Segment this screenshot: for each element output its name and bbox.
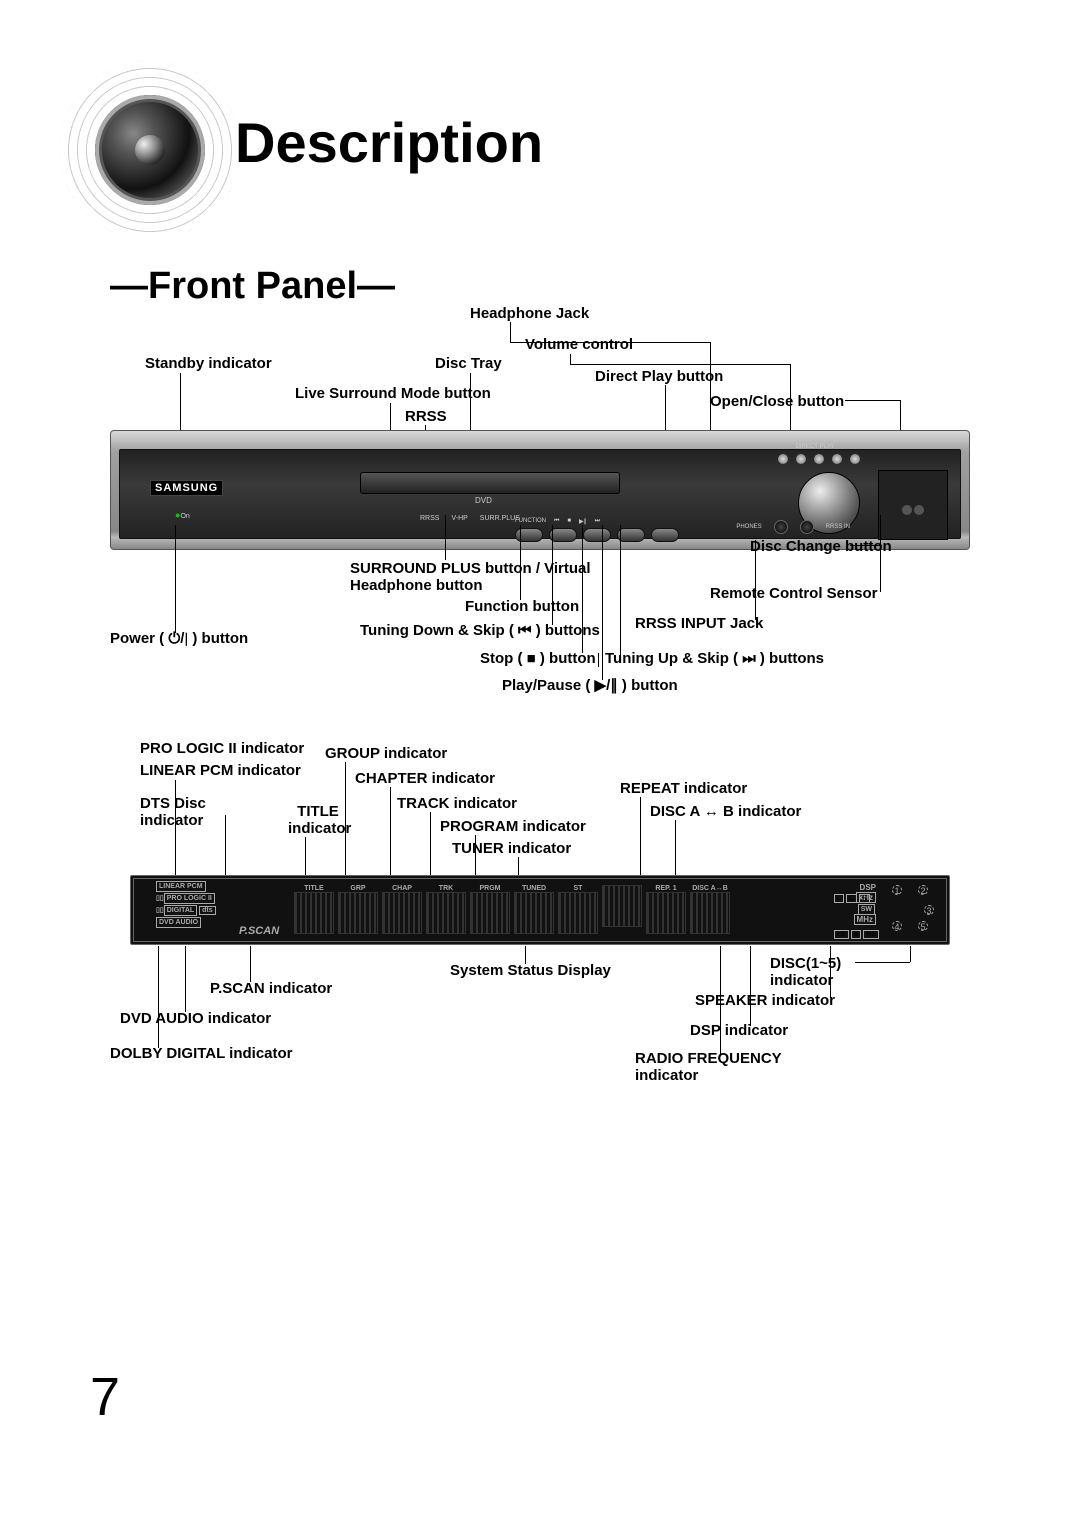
control-buttons xyxy=(515,528,679,542)
callout-open-close: Open/Close button xyxy=(710,393,844,410)
brand-label: SAMSUNG xyxy=(150,480,223,496)
power-led: ●On xyxy=(175,510,190,520)
disc-tray xyxy=(360,472,620,494)
callout-stop: Stop ( ■ ) button xyxy=(480,650,596,667)
front-panel-diagram: Standby indicator Disc Tray Headphone Ja… xyxy=(110,300,970,700)
callout-standby: Standby indicator xyxy=(145,355,272,372)
direct-play-label: DIRECT PLAY xyxy=(770,444,860,450)
callout-disc-tray: Disc Tray xyxy=(435,355,502,372)
callout-prologic: PRO LOGIC II indicator xyxy=(140,740,304,757)
page-title: Description xyxy=(235,110,543,175)
pscan-label: P.SCAN xyxy=(239,925,279,937)
callout-pscan: P.SCAN indicator xyxy=(210,980,332,997)
callout-linearpcm: LINEAR PCM indicator xyxy=(140,762,301,779)
callout-tuner: TUNER indicator xyxy=(452,840,571,857)
direct-play-buttons xyxy=(778,454,860,464)
button-labels: FUNCTION ⏮ ■ ▶∥ ⏭ xyxy=(515,518,600,525)
callout-group: GROUP indicator xyxy=(325,745,447,762)
callout-title: TITLE indicator xyxy=(288,803,348,838)
jack-row: PHONES RRSS IN xyxy=(736,520,850,534)
segment-columns: TITLE GRP CHAP TRK PRGM TUNED ST REP. 1 … xyxy=(294,885,730,934)
callout-dts: DTS Disc indicator xyxy=(140,795,220,830)
display-panel: LINEAR PCM ▯▯PRO LOGIC II ▯▯DIGITAL dts … xyxy=(130,875,950,945)
callout-tuning-up: Tuning Up & Skip ( ⏭ ) buttons xyxy=(605,650,824,667)
callout-play-pause: Play/Pause ( ▶/∥ ) button xyxy=(502,677,678,694)
callout-tuning-down: Tuning Down & Skip ( ⏮ ) buttons xyxy=(360,622,600,639)
logo-graphic xyxy=(60,60,240,240)
mid-labels: RRSS V-HP SURR.PLUS xyxy=(420,515,520,522)
callout-volume: Volume control xyxy=(525,336,633,353)
callout-discab: DISC A ↔ B indicator xyxy=(650,803,801,820)
callout-disc-change: Disc Change button xyxy=(750,538,892,555)
disc-dial: 1 2 3 4 5 xyxy=(888,887,934,933)
callout-system-status: System Status Display xyxy=(450,962,611,979)
callout-rrss: RRSS xyxy=(405,408,447,425)
page-number: 7 xyxy=(90,1366,120,1428)
callout-function: Function button xyxy=(465,598,579,615)
callout-live-surround: Live Surround Mode button xyxy=(295,385,491,402)
callout-disc15: DISC(1~5) indicator xyxy=(770,955,860,990)
right-panel xyxy=(878,470,948,540)
callout-speaker: SPEAKER indicator xyxy=(695,992,835,1009)
callout-dsp: DSP indicator xyxy=(690,1022,788,1039)
tray-logo: DVD xyxy=(475,496,492,505)
callout-remote-sensor: Remote Control Sensor xyxy=(710,585,878,602)
callout-radio: RADIO FREQUENCY indicator xyxy=(635,1050,805,1085)
speaker-chips: LCR LSSRS xyxy=(833,887,880,941)
callout-track: TRACK indicator xyxy=(397,795,517,812)
callout-rrss-input: RRSS INPUT Jack xyxy=(635,615,763,632)
callout-direct-play: Direct Play button xyxy=(595,368,723,385)
device-body: SAMSUNG ●On DVD RRSS V-HP SURR.PLUS FUNC… xyxy=(110,430,970,550)
callout-power: Power ( ⏻/∣ ) button xyxy=(110,630,248,647)
callout-surround-plus: SURROUND PLUS button / Virtual Headphone… xyxy=(350,560,600,595)
callout-dolby: DOLBY DIGITAL indicator xyxy=(110,1045,293,1062)
callout-headphone: Headphone Jack xyxy=(470,305,589,322)
callout-program: PROGRAM indicator xyxy=(440,818,586,835)
callout-repeat: REPEAT indicator xyxy=(620,780,747,797)
callout-dvd-audio: DVD AUDIO indicator xyxy=(120,1010,271,1027)
device-front: SAMSUNG ●On DVD RRSS V-HP SURR.PLUS FUNC… xyxy=(119,449,961,539)
left-indicators: LINEAR PCM ▯▯PRO LOGIC II ▯▯DIGITAL dts … xyxy=(156,881,216,929)
callout-chapter: CHAPTER indicator xyxy=(355,770,495,787)
